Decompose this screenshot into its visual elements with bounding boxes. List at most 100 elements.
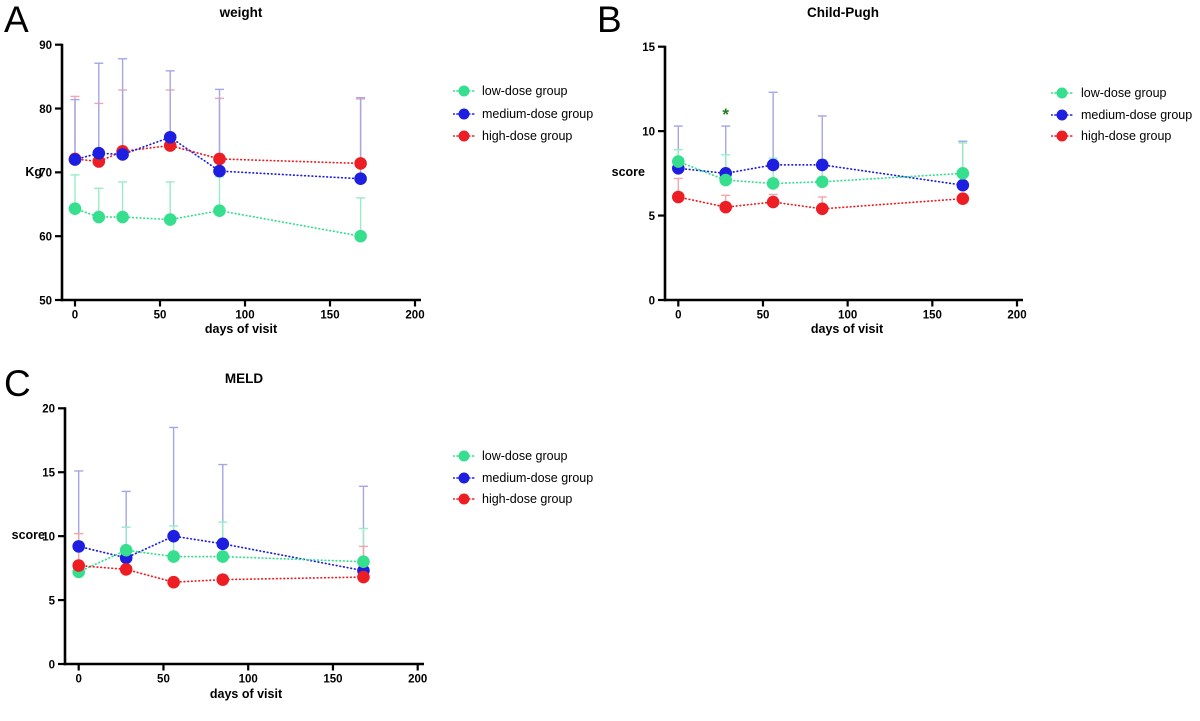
y-axis-label: score — [11, 528, 45, 543]
x-tick-label: 200 — [408, 674, 427, 686]
x-tick-label: 0 — [72, 310, 78, 322]
y-tick-label: 80 — [39, 104, 52, 116]
data-point-marker — [216, 550, 230, 563]
data-point-marker — [213, 152, 226, 166]
data-point-marker — [72, 559, 85, 572]
legend-marker-icon — [1050, 86, 1074, 100]
chart-title: MELD — [224, 371, 264, 386]
y-tick-label: 0 — [649, 295, 655, 307]
y-tick-label: 90 — [39, 40, 52, 52]
data-point-marker — [672, 155, 685, 168]
data-point-marker — [119, 543, 133, 557]
legend-marker-icon — [451, 471, 476, 485]
legend-marker-icon — [451, 129, 476, 143]
data-point-marker — [815, 175, 829, 189]
data-point-marker — [354, 229, 367, 243]
data-point-marker — [163, 130, 177, 144]
x-tick-label: 50 — [154, 310, 167, 322]
y-tick-label: 5 — [49, 595, 56, 607]
y-tick-label: 60 — [39, 231, 52, 243]
x-tick-label: 150 — [320, 310, 339, 322]
y-tick-label: 70 — [39, 168, 52, 180]
data-point-marker — [815, 158, 829, 172]
data-point-marker — [766, 158, 780, 172]
data-point-marker — [68, 153, 82, 166]
chart-title: weight — [219, 5, 263, 20]
legend-label: low-dose group — [482, 449, 568, 463]
data-point-marker — [167, 550, 180, 563]
data-point-marker — [357, 555, 370, 569]
data-point-marker — [766, 177, 780, 190]
significance-asterisk: * — [722, 105, 729, 124]
data-point-marker — [216, 537, 230, 551]
data-point-marker — [672, 190, 685, 204]
y-tick-label: 15 — [642, 42, 655, 54]
data-point-marker — [354, 172, 367, 186]
legend-marker-icon — [451, 449, 476, 463]
panel-letter: B — [597, 0, 622, 40]
y-axis-label: score — [611, 165, 645, 180]
x-tick-label: 100 — [239, 674, 258, 686]
data-point-marker — [766, 195, 780, 209]
x-tick-label: 150 — [923, 310, 942, 322]
x-tick-label: 0 — [75, 674, 81, 686]
x-tick-label: 150 — [323, 674, 342, 686]
data-point-marker — [68, 202, 82, 216]
data-point-marker — [956, 167, 970, 180]
data-point-marker — [956, 192, 970, 205]
legend-label: medium-dose group — [482, 106, 594, 121]
x-tick-label: 50 — [157, 674, 170, 686]
legend-label: high-dose group — [1081, 129, 1172, 143]
data-point-marker — [719, 200, 733, 214]
x-tick-label: 50 — [757, 310, 770, 322]
legend-label: high-dose group — [482, 492, 573, 506]
data-point-marker — [119, 563, 133, 576]
series-line — [74, 136, 362, 180]
data-point-marker — [719, 173, 733, 187]
data-point-marker — [213, 204, 226, 217]
panel-letter: A — [4, 0, 29, 40]
data-point-marker — [357, 570, 370, 584]
data-point-marker — [92, 210, 106, 224]
legend-marker-icon — [451, 492, 476, 506]
data-point-marker — [216, 573, 230, 586]
series-line — [74, 207, 362, 238]
data-point-marker — [354, 157, 367, 170]
y-tick-label: 15 — [42, 468, 55, 480]
y-tick-label: 10 — [42, 531, 55, 543]
legend-label: low-dose group — [482, 84, 568, 98]
y-tick-label: 10 — [642, 126, 655, 138]
data-point-marker — [92, 146, 106, 160]
y-axis-label: Kg — [25, 164, 42, 179]
legend-label: high-dose group — [482, 129, 573, 143]
data-point-marker — [167, 529, 180, 543]
data-point-marker — [213, 164, 226, 178]
legend-label: low-dose group — [1081, 86, 1167, 100]
data-point-marker — [116, 210, 129, 224]
y-tick-label: 20 — [42, 404, 55, 416]
data-point-marker — [167, 575, 180, 589]
legend-label: medium-dose group — [482, 470, 594, 485]
x-axis-label: days of visit — [810, 322, 884, 336]
y-tick-label: 5 — [649, 211, 656, 223]
legend-marker-icon — [1050, 108, 1074, 122]
data-point-marker — [815, 202, 829, 216]
x-tick-label: 200 — [405, 310, 424, 322]
y-tick-label: 0 — [49, 659, 55, 671]
data-point-marker — [956, 178, 970, 192]
data-point-marker — [116, 148, 129, 161]
chart-title: Child-Pugh — [807, 5, 879, 20]
data-point-marker — [163, 213, 177, 226]
data-point-marker — [72, 540, 85, 553]
legend-label: medium-dose group — [1081, 107, 1193, 122]
panel-plot: 50 60 70 80 90 0 50 100 150 200 — [39, 40, 424, 322]
x-tick-label: 100 — [838, 310, 857, 322]
legend-marker-icon — [1050, 129, 1074, 143]
x-tick-label: 0 — [675, 310, 681, 322]
y-tick-label: 50 — [39, 295, 52, 307]
series-line — [677, 160, 964, 185]
